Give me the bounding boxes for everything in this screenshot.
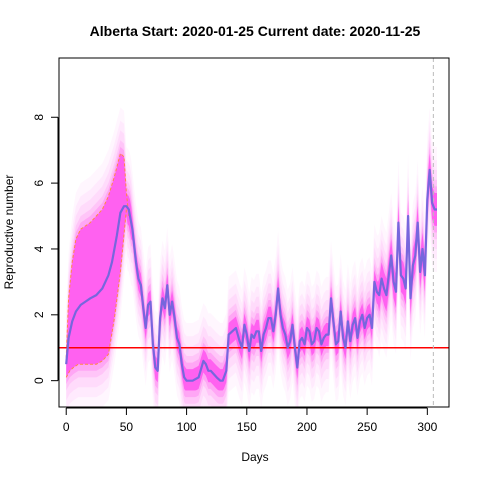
- plot-frame: [58, 57, 450, 408]
- x-axis: 0 50 100 150 200 250 300: [63, 407, 438, 434]
- y-axis-label: Reproductive number: [2, 175, 16, 290]
- y-tick-label: 6: [32, 179, 46, 186]
- x-tick-label: 100: [177, 420, 197, 434]
- x-tick-label: 300: [417, 420, 437, 434]
- median-line: [65, 168, 437, 382]
- y-tick-label: 0: [32, 377, 46, 384]
- y-tick-label: 2: [32, 311, 46, 318]
- x-tick-label: 200: [297, 420, 317, 434]
- x-tick-label: 50: [120, 420, 134, 434]
- upper-interval-line: [65, 152, 130, 358]
- y-tick-label: 8: [32, 114, 46, 121]
- y-axis: 0 2 4 6 8: [32, 114, 59, 384]
- plot-layers: [59, 58, 449, 407]
- x-axis-label: Days: [241, 450, 268, 464]
- x-tick-label: 0: [63, 420, 70, 434]
- chart-title: Alberta Start: 2020-01-25 Current date: …: [90, 23, 421, 39]
- plot-area: [59, 58, 449, 407]
- uncertainty-band: [66, 153, 437, 391]
- lower-interval-line: [65, 209, 127, 378]
- x-tick-label: 150: [237, 420, 257, 434]
- x-tick-label: 250: [357, 420, 377, 434]
- y-tick-label: 4: [32, 245, 46, 252]
